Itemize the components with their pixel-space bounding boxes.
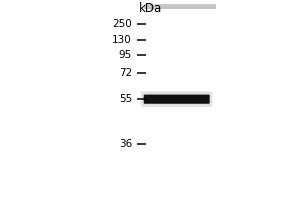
Bar xyxy=(144,6,216,8)
FancyBboxPatch shape xyxy=(141,91,212,107)
Bar xyxy=(144,5,216,8)
Bar xyxy=(144,6,216,8)
Bar xyxy=(144,5,216,8)
Bar xyxy=(144,6,216,8)
Bar xyxy=(144,6,216,9)
Bar xyxy=(144,5,216,7)
Bar xyxy=(144,6,216,8)
Bar xyxy=(144,6,216,8)
Bar xyxy=(144,5,216,8)
Bar xyxy=(144,5,216,7)
Bar xyxy=(144,5,216,8)
Bar xyxy=(144,4,216,7)
Bar xyxy=(144,6,216,9)
Bar xyxy=(144,5,216,8)
Bar xyxy=(144,6,216,8)
Bar xyxy=(144,5,216,7)
Bar xyxy=(144,7,216,9)
Bar xyxy=(144,4,216,7)
Bar xyxy=(144,6,216,8)
Bar xyxy=(144,5,216,8)
FancyBboxPatch shape xyxy=(144,95,210,104)
Bar xyxy=(144,6,216,8)
Bar xyxy=(144,5,216,7)
Bar xyxy=(144,6,216,8)
Bar xyxy=(144,6,216,9)
Bar xyxy=(144,6,216,9)
Bar xyxy=(144,5,216,7)
Bar xyxy=(144,5,216,7)
Bar xyxy=(144,6,216,8)
Bar xyxy=(144,4,216,7)
Bar xyxy=(144,6,216,9)
Bar xyxy=(144,5,216,7)
Bar xyxy=(144,4,216,7)
Text: 55: 55 xyxy=(119,94,132,104)
Bar xyxy=(144,5,216,7)
Text: 95: 95 xyxy=(119,50,132,60)
Bar xyxy=(144,5,216,7)
Bar xyxy=(144,7,216,9)
Bar xyxy=(144,6,216,8)
Bar xyxy=(144,6,216,8)
Bar xyxy=(144,5,216,7)
Bar xyxy=(144,5,216,7)
Bar xyxy=(144,6,216,9)
Bar xyxy=(144,5,216,7)
Bar xyxy=(144,6,216,9)
Bar xyxy=(144,5,216,7)
Bar xyxy=(144,7,216,9)
Text: 36: 36 xyxy=(119,139,132,149)
Bar xyxy=(144,6,216,8)
Bar xyxy=(144,6,216,8)
Bar xyxy=(144,5,216,8)
Bar xyxy=(144,6,216,9)
Bar xyxy=(144,5,216,8)
Bar xyxy=(144,7,216,9)
Bar xyxy=(144,5,216,8)
Bar xyxy=(144,5,216,7)
Text: 72: 72 xyxy=(119,68,132,78)
Text: 250: 250 xyxy=(112,19,132,29)
Bar xyxy=(144,5,216,8)
Bar xyxy=(144,5,216,8)
Bar xyxy=(144,6,216,8)
Bar xyxy=(144,7,216,9)
Bar xyxy=(144,6,216,9)
Bar xyxy=(144,7,216,9)
Bar xyxy=(144,4,216,7)
Bar xyxy=(144,5,216,7)
Bar xyxy=(144,6,216,8)
Text: kDa: kDa xyxy=(138,2,162,15)
Bar xyxy=(144,6,216,8)
Bar xyxy=(144,7,216,9)
Bar xyxy=(144,6,216,8)
Bar xyxy=(144,5,216,8)
Bar xyxy=(144,5,216,8)
Bar xyxy=(144,6,216,8)
Bar xyxy=(144,6,216,9)
Bar xyxy=(144,6,216,9)
Bar xyxy=(144,6,216,9)
Bar xyxy=(144,5,216,7)
Text: 130: 130 xyxy=(112,35,132,45)
Bar xyxy=(144,4,216,7)
Bar xyxy=(144,6,216,9)
Bar xyxy=(144,5,216,7)
Bar xyxy=(144,5,216,7)
Bar xyxy=(144,6,216,8)
Bar xyxy=(144,5,216,7)
Bar xyxy=(144,5,216,7)
Bar xyxy=(144,6,216,8)
